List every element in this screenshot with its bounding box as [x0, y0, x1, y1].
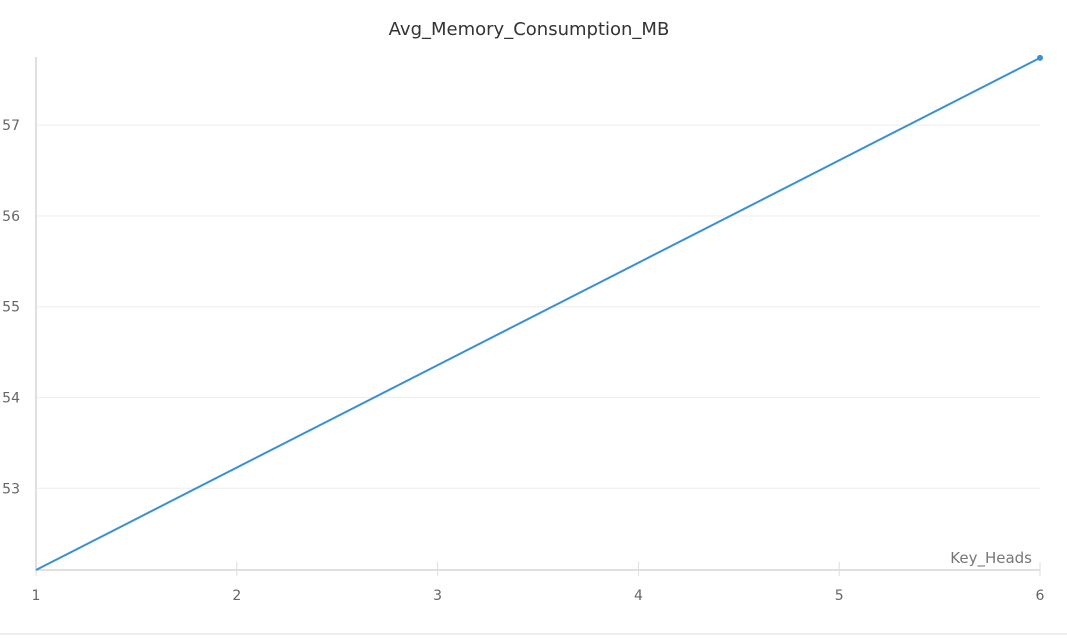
x-tick-label: 2 [232, 588, 241, 604]
y-tick-label: 56 [2, 209, 20, 225]
series-group [35, 54, 1043, 571]
x-axis-label: Key_Heads [950, 549, 1032, 568]
x-tick-label: 6 [1036, 588, 1045, 604]
series-end-point [1037, 54, 1043, 61]
y-tick-label: 57 [2, 118, 20, 134]
y-tick-label: 53 [2, 481, 20, 497]
x-axis-ticks: 1 2 3 4 5 6 [32, 562, 1045, 604]
y-tick-label: 54 [2, 390, 20, 406]
x-tick-label: 4 [634, 588, 643, 604]
x-tick-label: 5 [835, 588, 844, 604]
series-line [35, 57, 1041, 571]
x-tick-label: 1 [32, 588, 41, 604]
y-axis-ticks: 53 54 55 56 57 [2, 118, 20, 497]
x-tick-label: 3 [433, 588, 442, 604]
chart-title: Avg_Memory_Consumption_MB [389, 19, 670, 40]
y-tick-label: 55 [2, 300, 20, 316]
y-gridlines [36, 124, 1040, 489]
